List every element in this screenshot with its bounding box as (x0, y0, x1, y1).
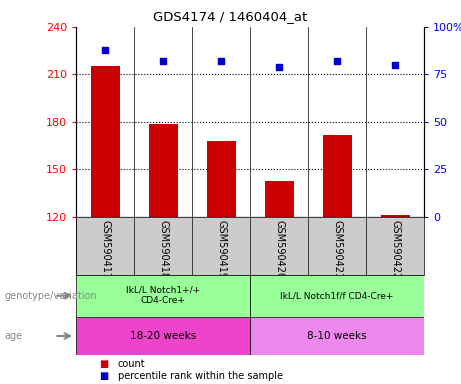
Point (101, 46, 109, 53)
Bar (250, 275, 424, 317)
Point (391, 62, 399, 68)
Text: GSM590422: GSM590422 (390, 220, 400, 279)
Text: GSM590417: GSM590417 (100, 220, 110, 279)
Bar (76, 275, 250, 317)
Text: count: count (118, 359, 145, 369)
Bar (265, 180, 294, 217)
Text: IkL/L Notch1+/+
CD4-Cre+: IkL/L Notch1+/+ CD4-Cre+ (126, 286, 200, 305)
Bar (381, 215, 410, 217)
Text: GSM590419: GSM590419 (216, 220, 226, 279)
Point (160, 58, 167, 64)
Text: age: age (5, 331, 23, 341)
Point (275, 64, 283, 70)
Point (218, 58, 225, 64)
Bar (250, 317, 424, 355)
Bar (90, 66, 119, 217)
Text: percentile rank within the sample: percentile rank within the sample (118, 371, 283, 381)
Text: GSM590421: GSM590421 (332, 220, 342, 279)
Text: ■: ■ (99, 359, 108, 369)
Bar (323, 135, 352, 217)
Text: ■: ■ (99, 371, 108, 381)
Bar (148, 124, 177, 217)
Bar (207, 141, 236, 217)
Point (333, 58, 341, 64)
Text: GSM590418: GSM590418 (158, 220, 168, 279)
Bar (76, 317, 250, 355)
Text: 18-20 weeks: 18-20 weeks (130, 331, 196, 341)
Text: IkL/L Notch1f/f CD4-Cre+: IkL/L Notch1f/f CD4-Cre+ (280, 291, 394, 300)
Text: GSM590420: GSM590420 (274, 220, 284, 279)
Text: GDS4174 / 1460404_at: GDS4174 / 1460404_at (154, 10, 307, 23)
Text: 8-10 weeks: 8-10 weeks (307, 331, 367, 341)
Text: genotype/variation: genotype/variation (5, 291, 97, 301)
